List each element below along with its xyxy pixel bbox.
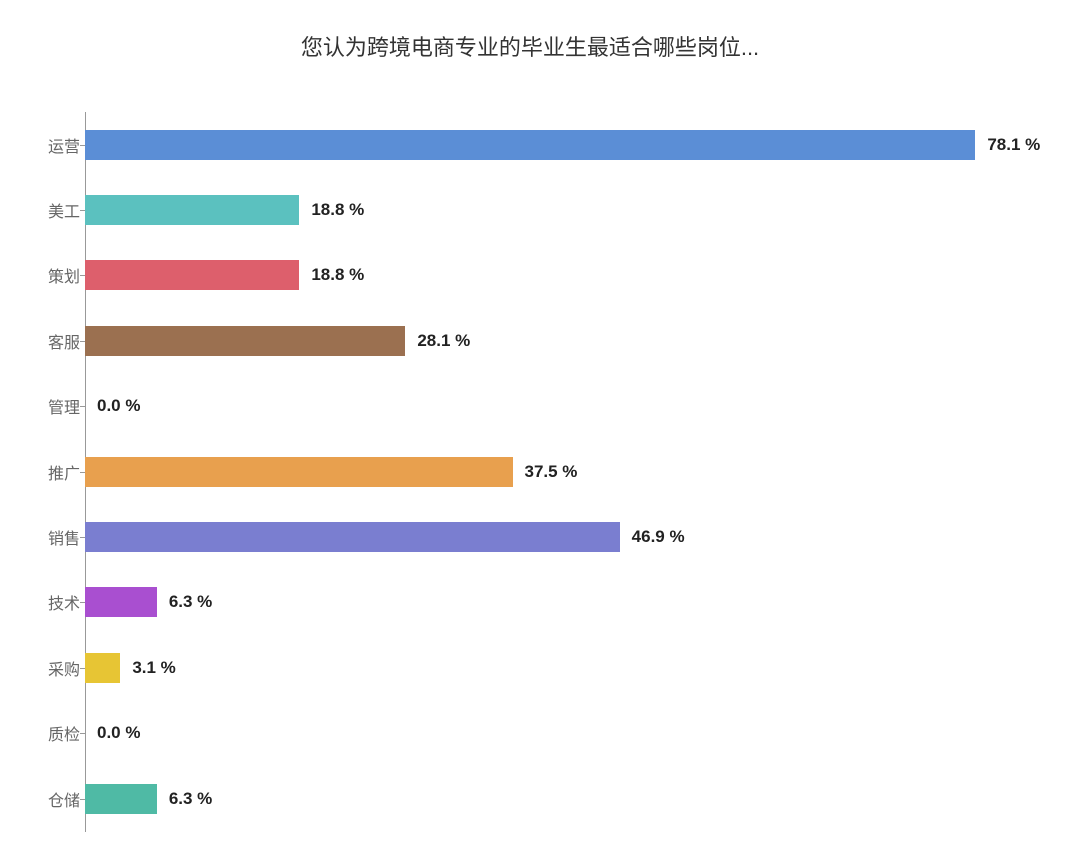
bar: 18.8 %: [85, 195, 299, 225]
axis-tick: [80, 733, 85, 734]
value-label: 18.8 %: [311, 265, 364, 285]
chart-container: 您认为跨境电商专业的毕业生最适合哪些岗位... 运营78.1 %美工18.8 %…: [0, 0, 1080, 847]
value-label: 18.8 %: [311, 200, 364, 220]
category-label: 客服: [30, 329, 80, 353]
category-label: 美工: [30, 198, 80, 222]
value-label: 6.3 %: [169, 592, 212, 612]
category-label: 管理: [30, 394, 80, 418]
plot-area: 运营78.1 %美工18.8 %策划18.8 %客服28.1 %管理0.0 %推…: [85, 112, 1010, 832]
value-label: 78.1 %: [987, 135, 1040, 155]
bar-row: 推广37.5 %: [85, 439, 1010, 504]
bar: 37.5 %: [85, 457, 513, 487]
bar-row: 运营78.1 %: [85, 112, 1010, 177]
bar-row: 美工18.8 %: [85, 177, 1010, 242]
bar: 3.1 %: [85, 653, 120, 683]
bar: 18.8 %: [85, 260, 299, 290]
bar-row: 质检0.0 %: [85, 701, 1010, 766]
bar-row: 客服28.1 %: [85, 308, 1010, 373]
bar-row: 策划18.8 %: [85, 243, 1010, 308]
value-label: 3.1 %: [132, 658, 175, 678]
bar-row: 仓储6.3 %: [85, 766, 1010, 831]
bar: 46.9 %: [85, 522, 620, 552]
bar: 6.3 %: [85, 587, 157, 617]
category-label: 采购: [30, 656, 80, 680]
value-label: 46.9 %: [632, 527, 685, 547]
category-label: 技术: [30, 590, 80, 614]
bar: 78.1 %: [85, 130, 975, 160]
category-label: 仓储: [30, 787, 80, 811]
bar: 6.3 %: [85, 784, 157, 814]
bar: 28.1 %: [85, 326, 405, 356]
category-label: 策划: [30, 263, 80, 287]
bar-row: 销售46.9 %: [85, 504, 1010, 569]
axis-tick: [80, 406, 85, 407]
bar-row: 采购3.1 %: [85, 635, 1010, 700]
category-label: 运营: [30, 133, 80, 157]
bar-row: 管理0.0 %: [85, 374, 1010, 439]
bar-row: 技术6.3 %: [85, 570, 1010, 635]
category-label: 质检: [30, 721, 80, 745]
value-label: 0.0 %: [97, 396, 140, 416]
chart-title: 您认为跨境电商专业的毕业生最适合哪些岗位...: [20, 30, 1040, 62]
value-label: 28.1 %: [417, 331, 470, 351]
value-label: 0.0 %: [97, 723, 140, 743]
category-label: 销售: [30, 525, 80, 549]
value-label: 37.5 %: [525, 462, 578, 482]
value-label: 6.3 %: [169, 789, 212, 809]
category-label: 推广: [30, 460, 80, 484]
